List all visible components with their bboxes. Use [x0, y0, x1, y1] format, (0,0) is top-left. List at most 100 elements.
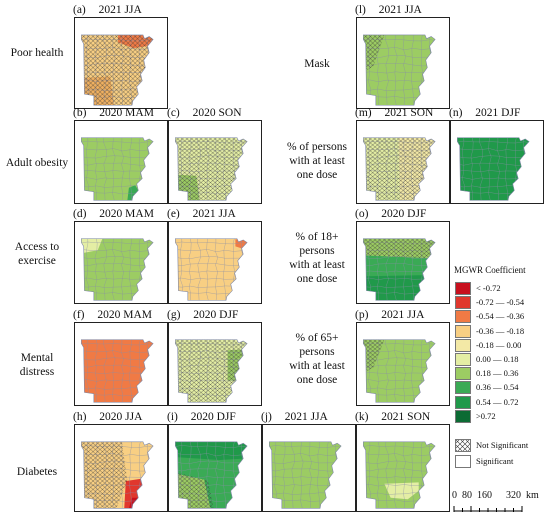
legend-class-row: -0.18 — 0.00 [455, 338, 550, 353]
state-map-c [175, 137, 248, 201]
panel-letter: (l) [355, 4, 366, 16]
legend-swatch [455, 324, 471, 338]
county-boundary [81, 256, 154, 259]
legend-swatch [455, 310, 471, 324]
state-map-e [175, 238, 248, 301]
county-boundary [269, 445, 342, 449]
row-label-adult-obesity: Adult obesity [5, 157, 69, 169]
county-boundary [214, 238, 218, 301]
county-boundary [129, 339, 132, 403]
mid-label-dose65-1: % of 65+ [295, 332, 339, 344]
state-map-p [363, 339, 436, 403]
map-fill-region [384, 482, 419, 500]
map-panel-i: (i) 2020 DJF [167, 411, 262, 512]
state-map-f [81, 339, 154, 403]
county-boundary [300, 441, 304, 509]
map-panel-a: (a) 2021 JJA [73, 4, 168, 109]
legend-class-row: < -0.72 [455, 282, 550, 296]
county-boundary [269, 460, 342, 464]
map-svg-n [457, 137, 530, 201]
panel-title-f: (f) 2020 MAM [73, 309, 152, 321]
legend-classes: < -0.72 -0.72 — -0.54 -0.54 — -0.36 -0.36 —… [455, 282, 550, 424]
panel-title-h: (h) 2020 JJA [73, 411, 142, 423]
not-significant-hatch [81, 34, 154, 106]
county-boundary [180, 238, 184, 301]
panel-title-m: (m) 2021 SON [355, 107, 433, 119]
map-svg-g [175, 339, 248, 403]
map-svg-e [175, 238, 248, 301]
county-boundary [112, 137, 116, 201]
panel-title-d: (d) 2020 MAM [73, 208, 154, 220]
state-outline [363, 339, 436, 403]
mid-label-dose18-4: one dose [296, 273, 338, 285]
map-svg-m [363, 137, 436, 201]
map-svg-j [269, 441, 342, 509]
county-boundary [86, 339, 90, 403]
row-label-access-to-exercise: Access to exercise [2, 240, 72, 268]
mid-label-dose18-2: persons [299, 245, 335, 257]
row-label-diabetes: Diabetes [16, 466, 58, 478]
panel-letter: (n) [449, 107, 463, 119]
county-boundary [457, 155, 530, 159]
county-boundary [376, 441, 380, 509]
row-label-mental-line-2: distress [19, 366, 55, 378]
county-boundary [81, 162, 154, 166]
panel-letter: (d) [73, 208, 87, 220]
legend-title: MGWR Coefficient [454, 265, 526, 275]
map-svg-h [81, 441, 154, 509]
legend-not-significant-label: Not Significant [476, 440, 529, 450]
legend-class-row: -0.72 — -0.54 [455, 296, 550, 310]
panel-letter: (p) [355, 309, 369, 321]
panel-title-i: (i) 2020 DJF [167, 411, 236, 423]
county-boundary [112, 238, 116, 301]
panel-title-o: (o) 2020 DJF [355, 208, 426, 220]
panel-season: 2021 JJA [378, 4, 422, 16]
legend-class-label: 0.54 — 0.72 [476, 396, 519, 407]
map-panel-p: (p) 2021 JJA [355, 309, 450, 406]
county-boundary [363, 453, 436, 457]
legend-swatch [455, 296, 471, 310]
county-boundary [81, 263, 154, 266]
panel-season: 2021 JJA [284, 411, 328, 423]
map-svg-k [363, 441, 436, 509]
row-label-mental-distress: Mental distress [2, 351, 72, 379]
panel-season: 2020 SON [192, 107, 242, 119]
county-boundary [402, 441, 406, 509]
map-svg-o [363, 238, 436, 301]
county-boundary [81, 249, 154, 252]
county-boundary [81, 364, 154, 368]
row-label-access-line-1: Access to [14, 241, 60, 253]
county-boundary [81, 155, 154, 159]
county-boundary [363, 468, 436, 472]
legend-class-row: 0.54 — 0.72 [455, 395, 550, 410]
county-boundary [457, 140, 530, 144]
county-boundary [120, 137, 124, 201]
legend-swatch [455, 353, 471, 366]
legend-class-row: 0.00 — 0.18 [455, 353, 550, 367]
map-panel-b: (b) 2020 MAM [73, 107, 168, 204]
map-panel-l: (l) 2021 JJA [355, 4, 450, 109]
not-significant-hatch [175, 339, 248, 403]
legend-significant: Significant [455, 455, 550, 469]
map-panel-n: (n) 2021 DJF [449, 107, 544, 204]
scale-tick-80: 80 [462, 490, 472, 501]
panel-letter: (f) [73, 309, 85, 321]
map-svg-c [175, 137, 248, 201]
state-outline [81, 34, 154, 106]
state-outline [363, 34, 436, 106]
panel-letter: (o) [355, 208, 369, 220]
panel-letter: (j) [261, 411, 272, 423]
panel-letter: (g) [167, 309, 181, 321]
panel-season: 2020 MAM [97, 309, 153, 321]
scale-tick-320: 320 [506, 490, 521, 501]
state-outline [175, 238, 248, 301]
legend-class-label: < -0.72 [476, 283, 501, 293]
state-map-k [363, 441, 436, 509]
not-significant-hatch [363, 137, 436, 201]
hatch-swatch-icon [455, 439, 471, 452]
county-boundary [103, 137, 107, 201]
mid-label-dose-3: one dose [296, 169, 338, 181]
county-boundary [188, 238, 192, 301]
county-boundary [223, 238, 226, 301]
county-boundary [175, 256, 248, 259]
